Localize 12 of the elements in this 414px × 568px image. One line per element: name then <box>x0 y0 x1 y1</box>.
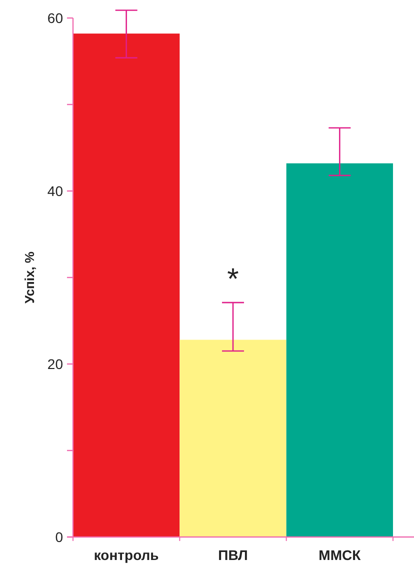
annotation: * <box>227 263 240 296</box>
x-tick-label: ПВЛ <box>218 547 248 563</box>
y-tick-label: 0 <box>55 528 64 545</box>
bar <box>180 340 286 537</box>
x-tick-label: ММСК <box>318 547 362 563</box>
y-tick-label: 40 <box>47 182 64 199</box>
bar <box>73 34 180 537</box>
y-tick-label: 20 <box>47 356 64 372</box>
x-tick-label: контроль <box>94 547 160 563</box>
bar <box>286 163 393 537</box>
y-tick-label: 60 <box>47 10 64 26</box>
y-axis-title: Успіх, % <box>22 251 37 304</box>
